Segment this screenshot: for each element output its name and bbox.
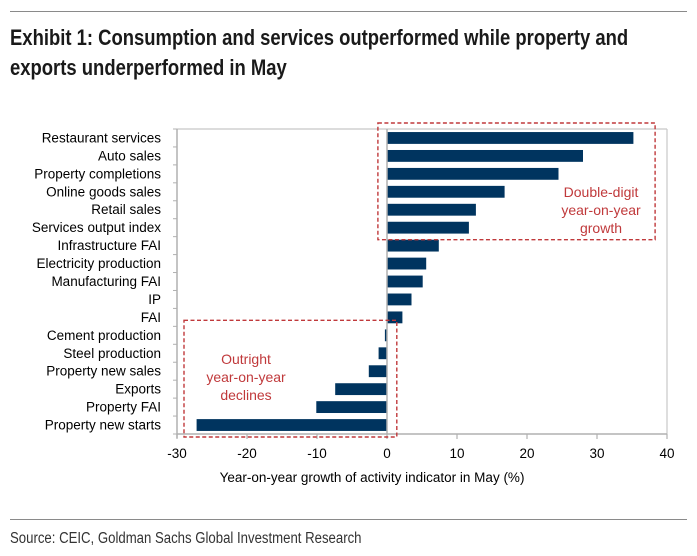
x-tick-label: 0 (383, 446, 391, 461)
annotations-layer: Double-digit year-on-year growth Outright ye… (183, 122, 656, 438)
bar-steel-production (378, 347, 387, 360)
category-label: Auto sales (98, 148, 161, 163)
annotation-text: growth (580, 220, 622, 236)
annotation-text: year-on-year (561, 202, 641, 218)
annotation-text: year-on-year (206, 369, 286, 385)
source-note: Source: CEIC, Goldman Sachs Global Inves… (10, 530, 362, 547)
axes-layer (173, 128, 668, 439)
chart-title-line-2: exports underperformed in May (10, 55, 287, 80)
x-axis-label: Year-on-year growth of activity indicato… (220, 470, 525, 485)
annotation-text: declines (220, 387, 271, 403)
category-label: FAI (141, 310, 161, 325)
category-label: Services output index (32, 220, 161, 235)
annotation-box-declines (183, 319, 398, 438)
x-tick-label: 40 (659, 446, 674, 461)
category-label: Retail sales (91, 202, 161, 217)
bar-cement-production (384, 329, 387, 342)
bar-electricity-production (387, 257, 427, 270)
category-label: Exports (115, 382, 161, 397)
x-tick-label: 20 (519, 446, 534, 461)
category-label: Property FAI (86, 400, 161, 415)
category-label: Restaurant services (42, 130, 162, 145)
category-label: Property new starts (45, 418, 162, 433)
x-tick-label: -30 (167, 446, 187, 461)
bar-property-fai (316, 401, 387, 414)
x-tick-label: 10 (449, 446, 464, 461)
category-label: Infrastructure FAI (57, 238, 161, 253)
category-label: Cement production (47, 328, 161, 343)
x-tick-label: 30 (589, 446, 604, 461)
bar-property-completions (387, 167, 559, 180)
category-label: Property completions (34, 166, 161, 181)
bar-property-new-sales (368, 365, 387, 378)
bar-online-goods-sales (387, 185, 505, 198)
bar-property-new-starts (196, 419, 387, 431)
category-label: Manufacturing FAI (51, 274, 161, 289)
annotation-text: Outright (221, 351, 271, 367)
chart-title-line-1: Exhibit 1: Consumption and services outp… (10, 25, 629, 50)
category-label: Property new sales (46, 364, 161, 379)
category-label: Online goods sales (46, 184, 161, 199)
bar-auto-sales (387, 149, 583, 162)
bar-manufacturing-fai (387, 275, 423, 288)
bar-services-output-index (387, 221, 469, 234)
bar-exports (335, 383, 387, 396)
bottom-rule (10, 519, 687, 520)
bar-infrastructure-fai (387, 239, 439, 252)
bar-restaurant-services (387, 132, 634, 144)
category-label: IP (148, 292, 161, 307)
bar-ip (387, 293, 412, 306)
bars-layer (196, 132, 634, 431)
category-label: Electricity production (36, 256, 161, 271)
chart-title: Exhibit 1: Consumption and services outp… (10, 23, 629, 83)
top-rule (10, 11, 687, 12)
bar-retail-sales (387, 203, 476, 216)
annotation-box-growth (377, 122, 656, 241)
x-tick-label: -10 (307, 446, 327, 461)
annotation-text: Double-digit (564, 184, 639, 200)
labels-layer: Restaurant services Auto sales Property co… (32, 130, 675, 461)
bar-fai (387, 311, 403, 324)
category-label: Steel production (63, 346, 161, 361)
x-tick-label: -20 (237, 446, 257, 461)
bar-chart: Restaurant services Auto sales Property co… (32, 122, 675, 485)
